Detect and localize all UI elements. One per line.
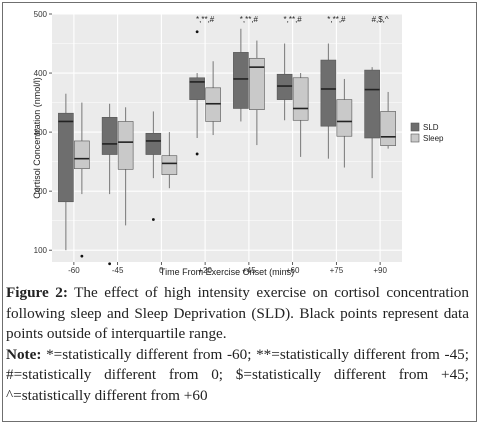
x-axis: -60 -45 0 +20 +45 +60 +75 +90 xyxy=(68,262,387,275)
legend-label-sld: SLD xyxy=(423,123,439,132)
box-iqr xyxy=(74,140,90,170)
box-sld-+45 xyxy=(233,28,249,122)
x-tick-label: -45 xyxy=(112,266,124,275)
significance-label: *,**,# xyxy=(240,15,259,24)
x-tick-label: -60 xyxy=(68,266,80,275)
legend: SLD Sleep xyxy=(410,122,444,143)
x-axis-title: Time From Exercise Onset (mins) xyxy=(160,267,294,277)
outlier-point xyxy=(151,218,155,221)
legend-label-sleep: Sleep xyxy=(423,134,444,143)
legend-swatch-sld xyxy=(410,122,420,132)
x-tick-label: +45 xyxy=(242,266,256,275)
box-sld-+60 xyxy=(276,43,293,121)
x-tick-label: +20 xyxy=(198,266,212,275)
box-series xyxy=(58,28,396,266)
x-tick-label: +75 xyxy=(330,266,344,275)
box-sleep-0 xyxy=(161,132,178,189)
significance-label: *,**,# xyxy=(196,15,215,24)
box-sleep-+20 xyxy=(205,61,221,136)
box-sleep--60 xyxy=(74,102,90,258)
outlier-point xyxy=(80,254,84,258)
y-tick-label: 200 xyxy=(34,187,48,196)
x-tick-label: +90 xyxy=(373,266,387,275)
box-sleep-+90 xyxy=(380,91,396,149)
significance-label: *,**,# xyxy=(284,15,303,24)
box-iqr xyxy=(320,59,337,127)
figure-label: Figure 2: xyxy=(6,284,68,301)
box-sld--45 xyxy=(101,103,118,266)
box-iqr xyxy=(101,117,118,155)
significance-labels: *,**,# *,**,# *,**,# *,**,# #,$,^ xyxy=(196,15,389,24)
y-tick-label: 500 xyxy=(34,10,48,19)
box-iqr xyxy=(380,111,396,146)
note-text: *=statistically different from -60; **=s… xyxy=(6,345,469,404)
y-tick-label: 100 xyxy=(34,246,48,255)
box-iqr xyxy=(205,87,221,122)
significance-label: #,$,^ xyxy=(372,15,389,24)
y-axis-title: Cortisol Concentration (nmol/l) xyxy=(32,77,42,199)
legend-swatch-sleep xyxy=(410,133,420,143)
box-iqr xyxy=(58,112,74,203)
note-label: Note: xyxy=(6,345,42,363)
box-sld-+75 xyxy=(320,43,337,159)
box-iqr xyxy=(233,52,249,109)
outlier-point xyxy=(195,152,199,156)
box-iqr xyxy=(276,73,293,100)
box-iqr xyxy=(145,132,162,155)
box-sld-+90 xyxy=(364,67,380,179)
box-iqr xyxy=(117,121,134,170)
box-plot-chart: 100 200 300 400 500 -60 -45 0 +20 +45 +60 +75 +90 *… xyxy=(32,10,444,277)
y-tick-label: 300 xyxy=(34,128,48,137)
box-sld-+20 xyxy=(189,30,205,156)
y-tick-label: 400 xyxy=(34,69,48,78)
outlier-point xyxy=(108,262,112,266)
box-iqr xyxy=(336,99,353,137)
x-tick-label: +60 xyxy=(286,266,300,275)
box-sleep-+75 xyxy=(336,78,353,168)
box-iqr xyxy=(161,155,178,175)
box-sld--60 xyxy=(58,93,74,251)
x-tick-label: 0 xyxy=(159,266,164,275)
box-sleep-+45 xyxy=(249,40,265,146)
box-iqr xyxy=(189,77,205,100)
box-iqr xyxy=(364,69,380,139)
figure-caption: Figure 2: The effect of high intensity e… xyxy=(6,283,469,407)
significance-label: *,**,# xyxy=(327,15,346,24)
caption-text: The effect of high intensity exercise on… xyxy=(6,284,469,343)
outlier-point xyxy=(195,30,199,34)
box-iqr xyxy=(249,57,265,110)
box-sld-0 xyxy=(145,111,162,221)
box-sleep--45 xyxy=(117,107,134,226)
box-sleep-+60 xyxy=(292,73,309,157)
box-iqr xyxy=(292,77,309,121)
y-axis: 100 200 300 400 500 xyxy=(34,10,52,255)
